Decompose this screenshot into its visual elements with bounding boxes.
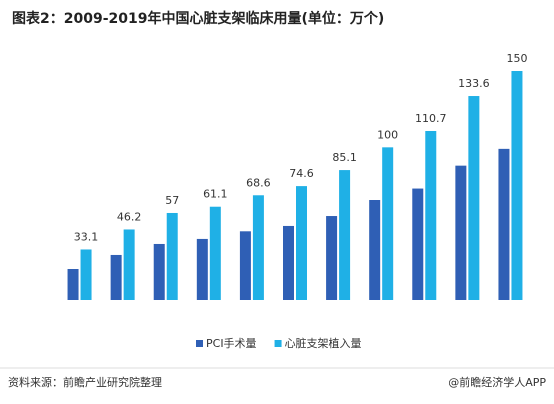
bar bbox=[339, 170, 351, 300]
bar bbox=[382, 147, 394, 300]
bar bbox=[67, 269, 79, 300]
bar bbox=[252, 195, 264, 300]
bar bbox=[209, 206, 221, 300]
bar bbox=[369, 200, 381, 300]
bar bbox=[283, 225, 294, 300]
bar bbox=[412, 188, 424, 300]
value-label: 100 bbox=[377, 128, 398, 141]
value-label: 61.1 bbox=[203, 188, 228, 201]
legend-swatch bbox=[196, 340, 203, 347]
value-label: 46.2 bbox=[117, 210, 142, 223]
source-note: 资料来源：前瞻产业研究院整理 bbox=[8, 375, 162, 389]
legend-label: 心脏支架植入量 bbox=[285, 336, 362, 350]
bar bbox=[196, 238, 208, 300]
legend-label: PCI手术量 bbox=[206, 336, 257, 350]
value-label: 150 bbox=[506, 52, 527, 65]
bar bbox=[425, 130, 437, 300]
bar bbox=[498, 148, 510, 300]
bar bbox=[468, 96, 480, 301]
value-label: 33.1 bbox=[74, 230, 99, 243]
bar bbox=[153, 243, 165, 300]
bar bbox=[123, 229, 135, 300]
chart-title: 图表2：2009-2019年中国心脏支架临床用量(单位：万个) bbox=[12, 10, 384, 27]
bar bbox=[80, 249, 92, 300]
value-label: 57 bbox=[165, 194, 179, 207]
bar bbox=[511, 71, 523, 300]
bar bbox=[166, 212, 178, 300]
legend-swatch bbox=[274, 340, 282, 347]
value-label: 74.6 bbox=[289, 167, 314, 180]
bar bbox=[296, 186, 307, 300]
bar bbox=[326, 216, 338, 300]
bar bbox=[455, 165, 467, 300]
bar bbox=[110, 254, 122, 300]
value-label: 110.7 bbox=[415, 112, 447, 125]
credit: @前瞻经济学人APP bbox=[448, 375, 546, 389]
value-label: 133.6 bbox=[458, 77, 490, 90]
value-label: 85.1 bbox=[332, 151, 357, 164]
bar bbox=[239, 231, 251, 300]
value-label: 68.6 bbox=[246, 176, 271, 189]
